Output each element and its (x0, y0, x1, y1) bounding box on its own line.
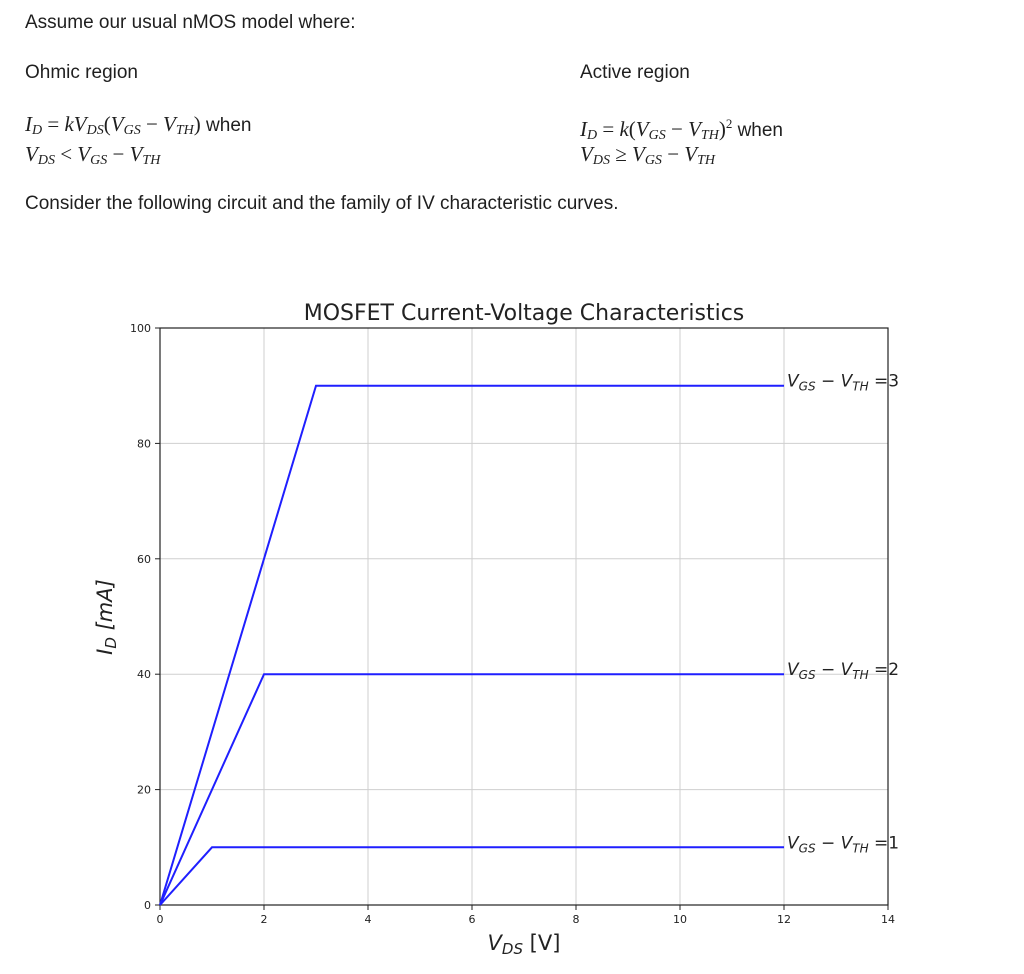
active-when: when (737, 120, 783, 141)
active-equation: ID = k(VGS − VTH)2 when (580, 116, 783, 143)
y-axis-label: ID [mA] (93, 579, 120, 655)
plot-frame (159, 327, 889, 906)
ohmic-when: when (206, 115, 252, 136)
active-heading: Active region (580, 62, 690, 83)
series (159, 384, 784, 906)
x-tick-label: 8 (573, 913, 580, 926)
series-line-2 (159, 673, 784, 906)
x-axis-label: VDS [V] (488, 931, 561, 958)
series-label-1: VGS − VTH =1 (787, 833, 899, 855)
y-tick-label: 60 (137, 553, 151, 566)
series-line-1 (159, 846, 784, 906)
intro-text: Assume our usual nMOS model where: (25, 12, 356, 33)
x-tick-label: 2 (261, 913, 268, 926)
y-tick-label: 0 (144, 899, 151, 912)
y-tick-label: 20 (137, 784, 151, 797)
series-label-3: VGS − VTH =3 (787, 372, 899, 394)
x-tick-label: 10 (673, 913, 687, 926)
x-tick-label: 0 (157, 913, 164, 926)
ticks: 0 2 4 6 8 10 12 14 0 20 40 60 80 100 (130, 322, 895, 926)
series-label-2: VGS − VTH =2 (787, 660, 899, 682)
ohmic-heading: Ohmic region (25, 62, 138, 83)
axes (159, 327, 889, 906)
x-tick-label: 12 (777, 913, 791, 926)
y-tick-label: 100 (130, 322, 151, 335)
consider-text: Consider the following circuit and the f… (25, 193, 619, 214)
ohmic-condition: VDS < VGS − VTH (25, 142, 161, 168)
chart-title: MOSFET Current-Voltage Characteristics (304, 301, 745, 326)
grid (159, 327, 889, 906)
series-labels: VGS − VTH =1 VGS − VTH =2 VGS − VTH =3 (787, 372, 899, 856)
x-tick-label: 14 (881, 913, 895, 926)
x-tick-label: 4 (365, 913, 372, 926)
active-condition: VDS ≥ VGS − VTH (580, 142, 716, 168)
y-tick-label: 40 (137, 668, 151, 681)
y-tick-label: 80 (137, 437, 151, 450)
ohmic-equation: ID = kVDS(VGS − VTH) when (25, 112, 252, 138)
series-line-3 (159, 384, 784, 906)
x-tick-label: 6 (469, 913, 476, 926)
